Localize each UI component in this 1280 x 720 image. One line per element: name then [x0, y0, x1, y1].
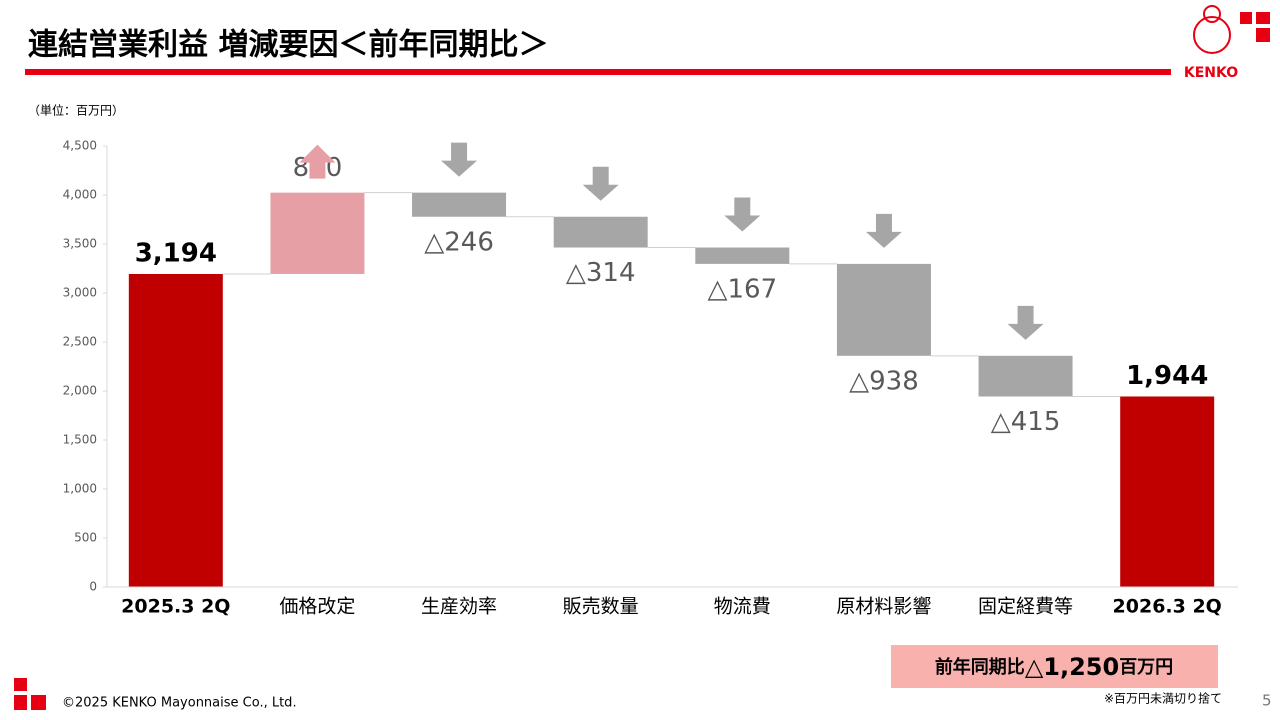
- y-tick-label: 1,000: [63, 482, 97, 496]
- bar: [695, 247, 790, 264]
- page-number: 5: [1262, 692, 1272, 710]
- bar: [836, 263, 931, 356]
- x-tick-label: 固定経費等: [978, 596, 1073, 618]
- bar: [412, 192, 507, 217]
- summary-text: 前年同期比△1,250百万円: [935, 653, 1173, 681]
- title-rule: [25, 69, 1171, 75]
- direction-arrow: [441, 142, 478, 177]
- y-tick-label: 3,000: [63, 286, 97, 300]
- bar: [978, 355, 1073, 397]
- footnote: ※百万円未満切り捨て: [1104, 691, 1222, 706]
- copyright: ©2025 KENKO Mayonnaise Co., Ltd.: [62, 696, 297, 711]
- y-tick-label: 1,500: [63, 433, 97, 447]
- y-tick-label: 4,500: [63, 139, 97, 153]
- x-tick-label: 2026.3 2Q: [1113, 596, 1222, 618]
- direction-arrow: [724, 197, 761, 232]
- value-label: △938: [849, 366, 919, 396]
- direction-arrow: [1007, 305, 1044, 340]
- y-tick-label: 500: [74, 531, 97, 545]
- direction-arrow: [865, 213, 902, 248]
- value-label: △415: [991, 407, 1061, 437]
- summary-unit: 百万円: [1119, 657, 1173, 678]
- bar: [128, 273, 223, 587]
- bar: [1120, 396, 1215, 587]
- x-tick-label: 価格改定: [279, 596, 355, 618]
- y-tick-label: 3,500: [63, 237, 97, 251]
- slide-title: 連結営業利益 増減要因＜前年同期比＞: [28, 28, 548, 63]
- footer-logo: [14, 678, 46, 710]
- value-label: △167: [708, 274, 778, 304]
- value-label: 1,944: [1126, 361, 1208, 391]
- bar: [270, 192, 365, 274]
- y-tick-label: 0: [89, 580, 97, 594]
- summary-box: [891, 645, 1218, 688]
- y-tick-label: 2,000: [63, 384, 97, 398]
- x-tick-label: 生産効率: [421, 596, 497, 618]
- y-tick-label: 4,000: [63, 188, 97, 202]
- x-tick-label: 2025.3 2Q: [121, 596, 230, 618]
- x-tick-label: 販売数量: [563, 596, 639, 618]
- unit-label: （単位：百万円）: [28, 103, 124, 118]
- x-tick-label: 物流費: [714, 596, 771, 618]
- direction-arrow: [582, 166, 619, 201]
- logo-text: KENKO: [1184, 65, 1238, 81]
- value-label: △246: [424, 227, 494, 257]
- summary-amount: △1,250: [1025, 653, 1119, 681]
- bar: [553, 216, 648, 248]
- y-tick-label: 2,500: [63, 335, 97, 349]
- value-label: 3,194: [135, 238, 217, 268]
- direction-arrow: [299, 144, 336, 179]
- logo: KENKO: [1184, 5, 1270, 81]
- x-tick-label: 原材料影響: [836, 596, 931, 618]
- summary-prefix: 前年同期比: [935, 656, 1025, 678]
- value-label: △314: [566, 258, 636, 288]
